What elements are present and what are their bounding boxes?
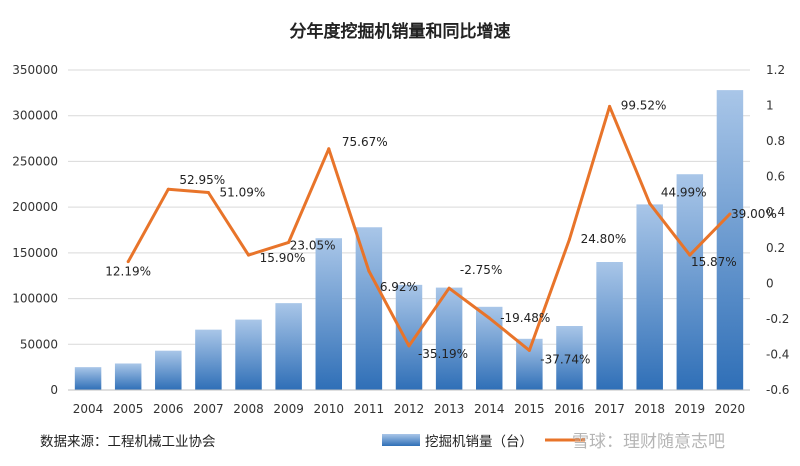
bar	[315, 238, 343, 390]
x-tick-label: 2004	[73, 402, 104, 416]
growth-point	[487, 316, 491, 320]
growth-data-label: 23.05%	[290, 238, 336, 252]
y-right-tick-label: -0.4	[766, 347, 789, 361]
y-left-tick-label: 350000	[12, 63, 58, 77]
y-right-tick-label: 0	[766, 276, 774, 290]
growth-point	[126, 260, 130, 264]
bar	[435, 287, 463, 390]
growth-point	[247, 253, 251, 257]
growth-data-label: -37.74%	[540, 352, 590, 366]
growth-data-label: -19.48%	[500, 311, 550, 325]
bar	[395, 284, 423, 390]
x-tick-label: 2014	[474, 402, 505, 416]
x-tick-label: 2015	[514, 402, 545, 416]
growth-data-label: 15.87%	[691, 255, 737, 269]
bar	[235, 319, 262, 390]
bar	[155, 350, 182, 390]
bars	[74, 90, 744, 390]
watermark: 雪球：理财随意志吧	[572, 432, 725, 452]
growth-data-label: 44.99%	[661, 185, 707, 199]
x-tick-label: 2008	[233, 402, 264, 416]
bar	[556, 326, 583, 390]
growth-data-label: 75.67%	[342, 135, 388, 149]
growth-point	[688, 253, 692, 257]
x-tick-label: 2006	[153, 402, 184, 416]
data-labels: 12.19% 52.95%51.09% 15.90%23.05% 75.67% 6.92…	[105, 98, 777, 366]
bar	[275, 303, 302, 390]
x-tick-label: 2009	[273, 402, 304, 416]
y-left-tick-label: 200000	[12, 200, 58, 214]
bar	[475, 306, 503, 390]
growth-point	[527, 348, 531, 352]
bar	[74, 367, 102, 390]
y-left-tick-label: 300000	[12, 109, 58, 123]
growth-data-label: 99.52%	[621, 98, 667, 112]
growth-point	[728, 212, 732, 216]
x-tick-label: 2017	[594, 402, 625, 416]
growth-point	[287, 240, 291, 244]
y-right-tick-label: -0.6	[766, 383, 789, 397]
axes: 0 50000 100000 150000 200000 250000 300000 3500…	[12, 63, 789, 416]
growth-line	[126, 104, 732, 352]
x-tick-label: 2020	[715, 402, 746, 416]
y-right-tick-label: 0.2	[766, 241, 785, 255]
bar	[114, 363, 142, 390]
growth-point	[206, 191, 210, 195]
y-right-tick-label: 1	[766, 99, 774, 113]
bar	[596, 262, 623, 390]
y-right-tick-label: 1.2	[766, 63, 785, 77]
x-tick-label: 2013	[434, 402, 465, 416]
growth-data-label: 52.95%	[179, 173, 225, 187]
growth-line-path	[126, 104, 731, 352]
growth-data-label: 39.00%	[731, 207, 777, 221]
legend-bar-label: 挖掘机销量（台）	[425, 434, 533, 450]
y-left-tick-label: 0	[50, 383, 58, 397]
growth-data-label: 6.92%	[380, 280, 418, 294]
legend: 挖掘机销量（台）	[382, 434, 585, 450]
bar	[676, 174, 704, 390]
x-tick-label: 2011	[354, 402, 385, 416]
growth-point	[407, 344, 411, 348]
x-tick-label: 2016	[554, 402, 585, 416]
growth-point	[567, 237, 571, 241]
bar	[355, 227, 383, 390]
bar	[716, 90, 744, 390]
growth-point	[166, 187, 170, 191]
growth-point	[608, 104, 612, 108]
y-left-tick-label: 50000	[20, 337, 58, 351]
y-right-tick-label: -0.2	[766, 312, 789, 326]
y-right-tick-label: 0.8	[766, 134, 785, 148]
y-left-tick-label: 250000	[12, 154, 58, 168]
y-right-tick-label: 0.4	[766, 205, 785, 219]
y-left-tick-label: 150000	[12, 246, 58, 260]
source-note: 数据来源：工程机械工业协会	[40, 434, 216, 450]
growth-point	[327, 147, 331, 151]
chart-title: 分年度挖掘机销量和同比增速	[290, 21, 511, 42]
growth-point	[648, 201, 652, 205]
growth-point	[367, 269, 371, 273]
y-right-tick-label: 0.6	[766, 170, 785, 184]
x-tick-label: 2005	[113, 402, 144, 416]
bar	[195, 329, 222, 390]
growth-data-label: -35.19%	[418, 347, 468, 361]
growth-data-label: 15.90%	[260, 251, 306, 265]
growth-data-label: -2.75%	[460, 263, 502, 277]
legend-bar-swatch	[382, 434, 420, 446]
x-tick-label: 2010	[313, 402, 344, 416]
growth-data-label: 24.80%	[581, 232, 627, 246]
y-left-tick-label: 100000	[12, 292, 58, 306]
x-tick-label: 2007	[193, 402, 224, 416]
x-tick-label: 2012	[394, 402, 425, 416]
growth-data-label: 51.09%	[220, 186, 266, 200]
growth-data-label: 12.19%	[105, 265, 151, 279]
growth-point	[447, 286, 451, 290]
x-tick-label: 2018	[634, 402, 665, 416]
bar	[636, 204, 663, 390]
x-tick-label: 2019	[675, 402, 706, 416]
